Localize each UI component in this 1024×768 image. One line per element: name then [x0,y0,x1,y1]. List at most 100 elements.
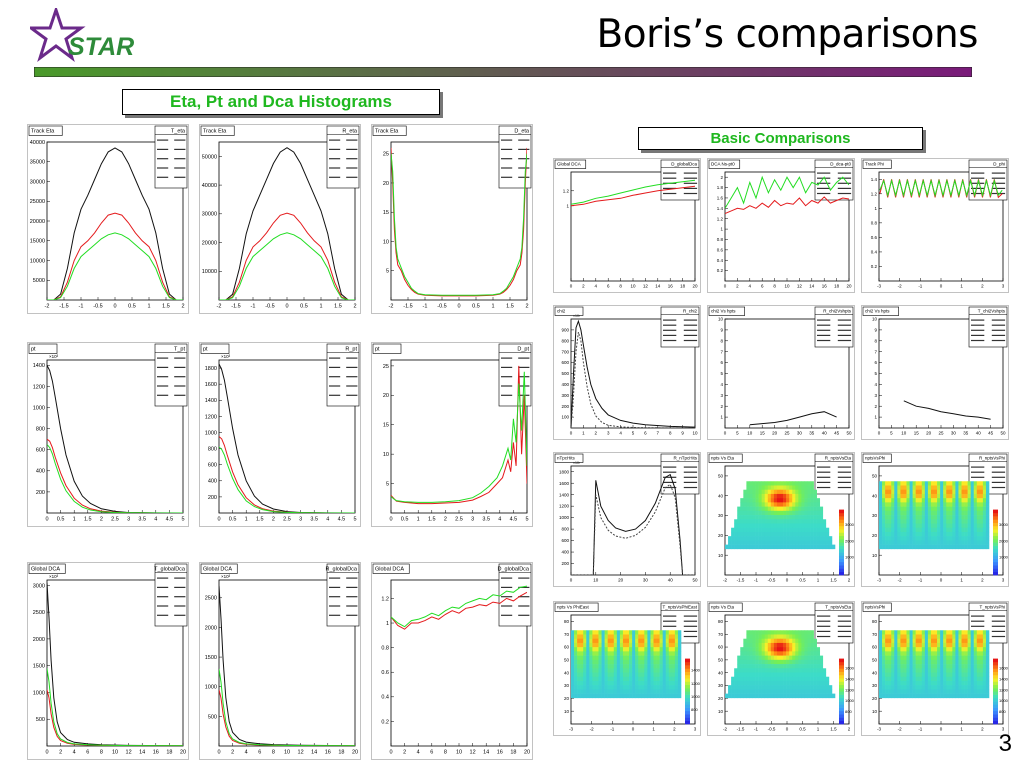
color-scale-label: 3000 [845,522,855,527]
stats-name: T_eta [171,129,186,135]
x-tick-label: -3 [877,578,881,583]
histogram-panel: Global DCA D_globalDca 0 2 4 6 8 10 12 14 16 18 20 1 1… [553,158,701,293]
x-tick-label: 25 [784,431,790,436]
x-tick-label: 5 [525,517,528,523]
y-tick-label: 400 [208,479,217,485]
hist-title-box: DCA Ns-pt0 [708,159,741,169]
y-tick-label: 10 [872,317,878,322]
heatmap-cells [571,630,682,699]
x-tick-label: 1 [960,578,963,583]
y-tick-label: 80 [872,619,878,624]
y-tick-label: 3000 [33,583,45,589]
x-tick-label: -1 [251,304,256,310]
y-tick-label: 30 [718,683,724,688]
x-tick-label: 1 [73,517,76,523]
hist-title-box: chi2 Vs hpts [708,306,746,316]
x-tick-label: 50 [692,578,698,583]
y-tick-label: 15 [383,210,389,216]
x-tick-label: -1.5 [231,304,240,310]
y-tick-label: 5 [386,269,389,275]
y-tick-label: 50000 [202,154,217,160]
x-tick-label: 0 [940,284,943,289]
y-tick-label: 2500 [205,596,217,602]
x-tick-label: 2 [403,750,406,756]
x-tick-label: 3 [1002,727,1005,732]
x-tick-label: 20 [846,284,852,289]
x-tick-label: 2 [981,578,984,583]
x-tick-label: 2 [181,304,184,310]
color-scale-label: 1600 [845,666,855,671]
y-tick-label: 1500 [33,664,45,670]
hist-title: nptsVsPhi [865,456,885,461]
y-tick-label: 50 [718,657,724,662]
color-scale-label: 2000 [999,538,1009,543]
y-tick-label: 5000 [33,278,45,284]
color-scale-label: 1000 [691,694,701,699]
histogram-panel: npts Vs Eta T_nptsVsEta -2 -1.5 -1 -0.5 0 0.5 1 1… [707,601,855,736]
y-tick-label: 70 [564,632,570,637]
x-tick-label: 4 [326,517,329,523]
y-tick-label: 800 [561,527,569,532]
stats-name: T_pt [174,347,185,353]
x-tick-label: -1 [754,727,758,732]
histogram-panel: Global DCA D_globalDca 0 2 4 6 8 10 12 14 16 18 20 0.… [371,562,533,760]
color-scale-label: 1200 [691,681,701,686]
x-tick-label: -0.5 [768,727,776,732]
stats-box: T_pt [154,343,188,407]
stats-box: R_pt [326,343,360,407]
y-tick-label: 1.2 [563,188,570,193]
stats-box: R_eta [326,125,360,189]
x-tick-label: 4 [619,431,622,436]
series-line-black [47,147,183,300]
stats-box: T_chi2Vshpts [968,306,1008,348]
x-tick-label: 40 [668,578,674,583]
x-tick-label: 0 [878,431,881,436]
y-tick-label: 3 [874,393,877,398]
axis-exponent: ×10³ [573,314,581,318]
series-line-green [47,668,183,746]
color-scale-label: 1000 [999,555,1009,560]
y-tick-label: 4 [874,382,877,387]
y-tick-label: 2 [720,404,723,409]
x-tick-label: 3 [471,517,474,523]
x-tick-label: -1 [918,578,922,583]
x-tick-label: 6 [761,284,764,289]
x-tick-label: 0 [632,727,635,732]
hist-title: Global DCA [375,567,404,573]
heatmap-cells [879,630,990,699]
y-tick-label: 50 [872,657,878,662]
slide-title: Boris’s comparisons [596,12,979,57]
series-line-red [725,196,849,214]
y-tick-label: 40 [872,670,878,675]
x-tick-label: 4.5 [338,517,346,523]
x-tick-label: 4 [749,284,752,289]
y-tick-label: 20 [872,696,878,701]
x-tick-label: 0 [786,578,789,583]
hist-title-box: pt [372,343,402,354]
x-tick-label: 4 [498,517,501,523]
y-tick-label: 100 [561,415,569,420]
hist-title-box: npts Vs PhiEast [554,602,599,612]
title-underline-bar [34,67,972,77]
hist-title: npts Vs Eta [711,456,735,461]
logo-text: STAR [68,33,134,61]
x-tick-label: 2 [595,431,598,436]
y-tick-label: 8 [874,338,877,343]
y-tick-label: 1200 [33,384,45,390]
y-tick-label: 8 [720,338,723,343]
series-line-black [903,400,991,420]
y-tick-label: 6 [874,360,877,365]
x-tick-label: -1 [918,727,922,732]
series-line-black [219,585,355,746]
x-tick-label: 3 [299,517,302,523]
y-tick-label: 900 [561,327,569,332]
x-tick-label: 0 [724,284,727,289]
y-tick-label: 40000 [30,140,45,146]
x-tick-label: 6 [430,750,433,756]
series-line-black_dashed [571,331,695,428]
stats-name: R_chi2Vshpts [823,309,852,314]
y-tick-label: 1600 [559,481,570,486]
hist-title-box: Global DCA [554,159,587,169]
x-tick-label: 1.5 [830,578,837,583]
y-tick-label: 1600 [205,382,217,388]
